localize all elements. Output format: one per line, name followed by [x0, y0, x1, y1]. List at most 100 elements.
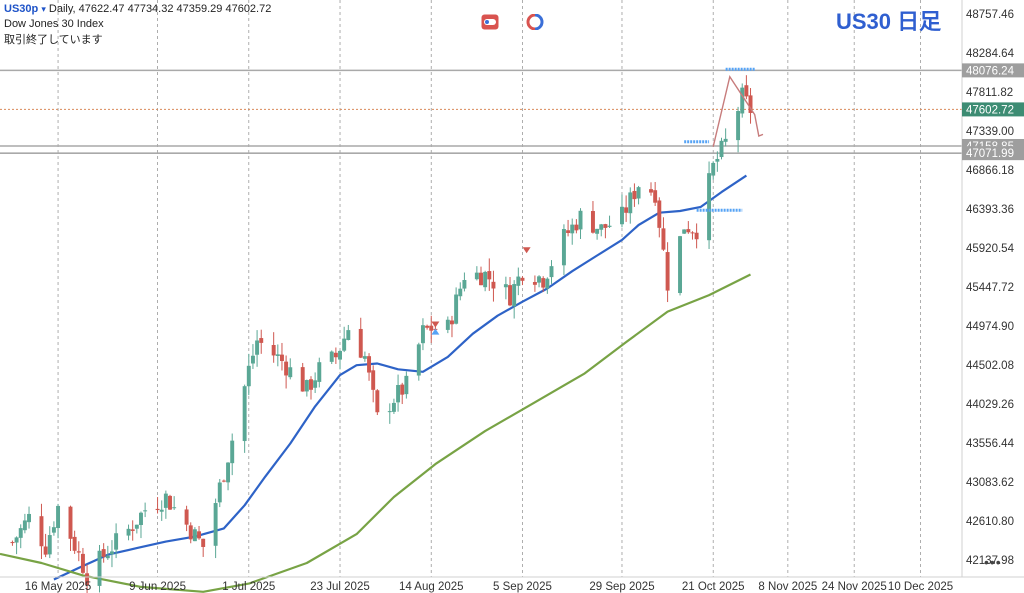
screen-title: US30 日足: [836, 9, 942, 34]
candle-body: [595, 228, 600, 234]
candle-body: [358, 328, 363, 358]
candle-body: [736, 110, 741, 141]
candle-body: [139, 512, 143, 526]
candle-body: [694, 232, 699, 240]
candle-body: [715, 158, 720, 162]
candle-body: [561, 229, 566, 266]
candle-body: [445, 319, 450, 330]
candle-body: [545, 278, 550, 289]
price-tick-label: 43556.44: [966, 438, 1015, 450]
projection-line: [712, 74, 764, 147]
candle-body: [396, 385, 401, 403]
candle-body: [288, 367, 293, 378]
candle-body: [317, 362, 322, 382]
candle-body: [541, 278, 546, 288]
candle-body: [105, 555, 110, 559]
candle-body: [155, 508, 160, 511]
candle-body: [47, 535, 52, 555]
price-tick-label: 46866.18: [966, 165, 1014, 177]
date-tick-label: 23 Jul 2025: [310, 581, 369, 593]
candle-body: [690, 232, 695, 234]
candle-body: [76, 551, 81, 553]
candle-body: [711, 162, 716, 176]
candle-body: [744, 85, 749, 97]
candle-body: [462, 280, 467, 289]
price-tick-label: 42137.98: [966, 555, 1014, 567]
cycle-icon[interactable]: [526, 14, 544, 30]
candle-body: [226, 462, 231, 483]
arrow-down-icon: [431, 321, 440, 328]
candle-body: [143, 510, 148, 512]
candle-body: [43, 546, 48, 555]
candle-body: [391, 402, 396, 412]
candle-body: [172, 507, 177, 509]
candle-body: [10, 542, 15, 544]
candle-body: [309, 379, 313, 390]
candle-body: [250, 355, 255, 364]
symbol-selector[interactable]: US30p: [4, 3, 39, 15]
candle-body: [259, 338, 264, 343]
candle-body: [682, 229, 687, 234]
candle-body: [39, 516, 44, 547]
candle-body: [603, 224, 608, 228]
candle-body: [665, 252, 670, 291]
candle-body: [520, 277, 525, 281]
candle-body: [657, 200, 662, 228]
chevron-down-icon[interactable]: ▾: [41, 4, 46, 14]
candle-body: [188, 525, 193, 540]
candle-body: [624, 207, 629, 213]
date-tick-label: 29 Sep 2025: [589, 581, 654, 593]
date-tick-label: 5 Sep 2025: [493, 581, 552, 593]
candle-body: [230, 440, 235, 464]
candle-body: [537, 276, 542, 283]
candle-body: [416, 344, 421, 376]
more-options-icon[interactable]: •••: [984, 554, 1002, 570]
candle-body: [570, 224, 575, 234]
candle-body: [168, 495, 172, 510]
price-tick-label: 45447.72: [966, 282, 1014, 294]
candle-body: [346, 330, 351, 340]
candle-body: [109, 551, 114, 555]
candle-body: [503, 284, 508, 288]
candle-body: [362, 356, 367, 359]
candle-body: [313, 380, 318, 388]
arrow-down-icon: [522, 247, 531, 254]
candle-body: [532, 281, 537, 285]
candle-body: [636, 187, 641, 199]
candle-body: [512, 284, 517, 307]
market-status: 取引終了しています: [4, 34, 103, 46]
candle-body: [678, 236, 683, 294]
candle-body: [279, 354, 284, 361]
toggle-icon[interactable]: [481, 14, 499, 30]
candle-body: [429, 325, 434, 331]
candle-body: [748, 95, 753, 113]
candle-body: [221, 480, 226, 482]
moving-average-line: [0, 273, 751, 593]
date-tick-label: 1 Jul 2025: [222, 581, 275, 593]
price-tick-label: 45920.54: [966, 243, 1015, 255]
candle-body: [590, 211, 595, 233]
candle-body: [458, 288, 463, 297]
candle-body: [387, 411, 392, 413]
candle-body: [97, 550, 102, 586]
price-tick-label: 47339.00: [966, 126, 1014, 138]
candle-body: [454, 294, 459, 324]
candle-body: [707, 173, 712, 241]
price-tick-label: 44502.08: [966, 360, 1014, 372]
candle-body: [333, 352, 338, 358]
date-tick-label: 14 Aug 2025: [399, 581, 464, 593]
candle-body: [566, 230, 571, 233]
candle-body: [450, 320, 454, 325]
date-tick-label: 9 Jun 2025: [129, 581, 186, 593]
current-price-tag: [962, 102, 1024, 117]
candle-body: [284, 361, 289, 376]
candle-body: [275, 354, 280, 356]
price-tick-label: 44029.26: [966, 399, 1014, 411]
candle-body: [740, 87, 745, 114]
candle-body: [338, 350, 342, 360]
candle-body: [22, 520, 27, 531]
candle-body: [607, 225, 612, 227]
level-price-tag: [962, 146, 1024, 161]
